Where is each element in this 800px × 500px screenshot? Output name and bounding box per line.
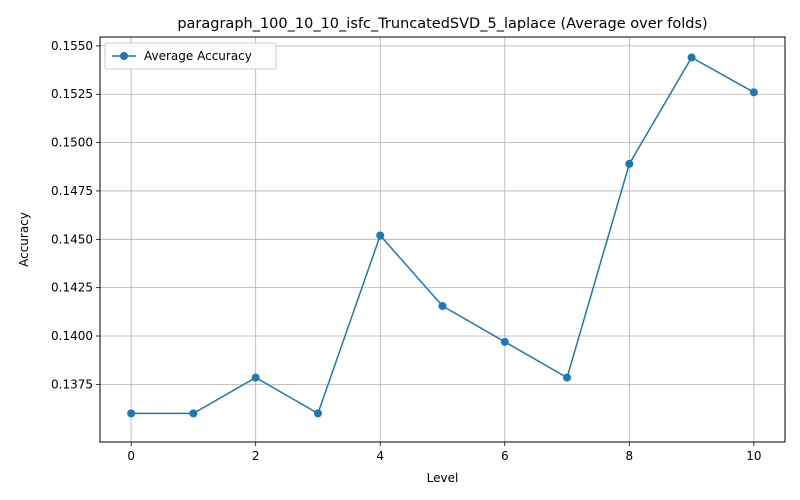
y-axis-label: Accuracy — [17, 212, 31, 267]
legend: Average Accuracy — [104, 42, 277, 70]
data-point — [438, 302, 447, 311]
grid — [100, 37, 785, 442]
data-point — [127, 409, 136, 418]
x-axis-label: Level — [427, 471, 459, 485]
data-point — [749, 88, 758, 97]
x-tick-label: 6 — [501, 449, 509, 463]
data-point — [563, 373, 572, 382]
axis-ticks: 0 2 4 6 8 10 0.1375 0.1400 0.1425 0.1450 0.1475 0.1… — [51, 39, 762, 463]
data-point — [251, 373, 260, 382]
data-point — [313, 409, 322, 418]
y-tick-label: 0.1475 — [51, 184, 93, 198]
legend-label: Average Accuracy — [144, 49, 252, 63]
y-tick-label: 0.1450 — [51, 232, 93, 246]
series — [127, 53, 758, 418]
y-tick-label: 0.1500 — [51, 136, 93, 150]
data-point — [625, 159, 634, 168]
plot-frame — [99, 36, 786, 443]
y-tick-label: 0.1525 — [51, 87, 93, 101]
y-tick-label: 0.1375 — [51, 377, 93, 391]
data-point — [376, 231, 385, 240]
chart-title: paragraph_100_10_10_isfc_TruncatedSVD_5_… — [177, 16, 707, 32]
x-tick-label: 10 — [746, 449, 761, 463]
data-point — [687, 53, 696, 62]
y-tick-label: 0.1425 — [51, 281, 93, 295]
legend-box — [104, 42, 277, 70]
y-tick-label: 0.1550 — [51, 39, 93, 53]
x-tick-label: 8 — [625, 449, 633, 463]
x-tick-label: 0 — [127, 449, 135, 463]
data-point — [189, 409, 198, 418]
data-point — [500, 337, 509, 346]
x-tick-label: 4 — [376, 449, 384, 463]
y-tick-label: 0.1400 — [51, 329, 93, 343]
series-line — [131, 56, 755, 415]
legend-marker — [120, 52, 128, 60]
x-tick-label: 2 — [252, 449, 260, 463]
